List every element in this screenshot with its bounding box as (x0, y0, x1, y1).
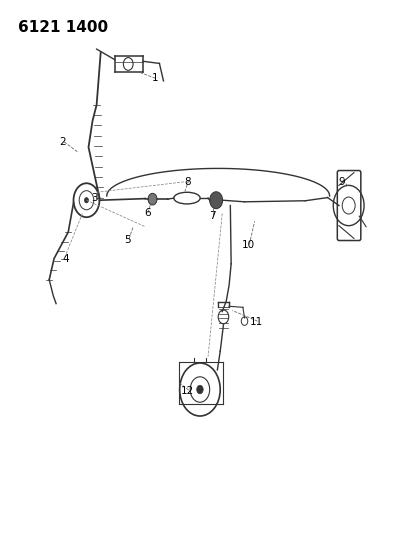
Circle shape (84, 198, 89, 203)
Text: 8: 8 (184, 176, 191, 187)
Circle shape (148, 193, 157, 205)
Text: 7: 7 (209, 211, 215, 221)
Text: 2: 2 (59, 137, 66, 147)
Text: 3: 3 (91, 192, 98, 203)
Circle shape (210, 192, 223, 209)
Text: 5: 5 (124, 235, 130, 245)
Text: 12: 12 (181, 386, 195, 396)
Text: 4: 4 (63, 254, 69, 263)
Text: 11: 11 (250, 317, 263, 327)
Text: 9: 9 (339, 176, 345, 187)
Text: 1: 1 (152, 73, 159, 83)
Text: 6: 6 (144, 208, 151, 219)
Text: 10: 10 (242, 240, 255, 251)
Text: 6121 1400: 6121 1400 (18, 20, 108, 35)
Circle shape (197, 385, 203, 394)
